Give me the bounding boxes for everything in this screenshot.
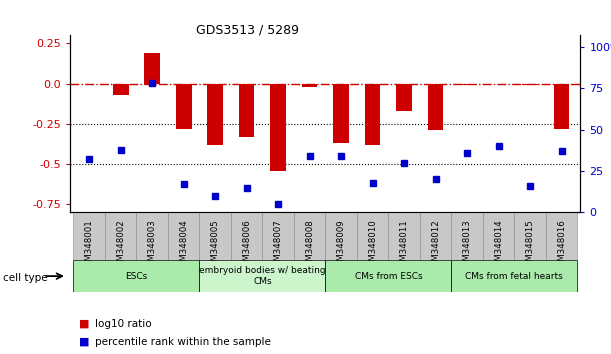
- Bar: [522, 84, 538, 85]
- Text: ■: ■: [79, 337, 90, 347]
- FancyBboxPatch shape: [294, 212, 325, 260]
- Text: GSM348009: GSM348009: [337, 219, 346, 272]
- FancyBboxPatch shape: [389, 212, 420, 260]
- Text: GSM348010: GSM348010: [368, 219, 377, 272]
- FancyBboxPatch shape: [231, 212, 262, 260]
- FancyBboxPatch shape: [514, 212, 546, 260]
- Text: ■: ■: [79, 319, 90, 329]
- FancyBboxPatch shape: [262, 212, 294, 260]
- Text: ESCs: ESCs: [125, 272, 147, 281]
- Text: log10 ratio: log10 ratio: [95, 319, 152, 329]
- Bar: [396, 84, 412, 111]
- Text: CMs from fetal hearts: CMs from fetal hearts: [466, 272, 563, 281]
- FancyBboxPatch shape: [546, 212, 577, 260]
- Text: GSM348004: GSM348004: [179, 219, 188, 272]
- Bar: [207, 84, 223, 145]
- Text: CMs from ESCs: CMs from ESCs: [354, 272, 422, 281]
- Bar: [428, 84, 444, 130]
- Bar: [333, 84, 349, 143]
- FancyBboxPatch shape: [420, 212, 452, 260]
- Bar: [239, 84, 255, 137]
- FancyBboxPatch shape: [136, 212, 168, 260]
- Bar: [365, 84, 381, 145]
- Text: GSM348008: GSM348008: [305, 219, 314, 272]
- FancyBboxPatch shape: [452, 260, 577, 292]
- FancyBboxPatch shape: [73, 212, 105, 260]
- Text: GSM348002: GSM348002: [116, 219, 125, 272]
- Text: GSM348007: GSM348007: [274, 219, 283, 272]
- Text: GSM348015: GSM348015: [525, 219, 535, 272]
- FancyBboxPatch shape: [199, 260, 325, 292]
- Text: GSM348014: GSM348014: [494, 219, 503, 272]
- Bar: [459, 84, 475, 85]
- FancyBboxPatch shape: [105, 212, 136, 260]
- Bar: [554, 84, 569, 129]
- Text: cell type: cell type: [3, 273, 48, 283]
- FancyBboxPatch shape: [483, 212, 514, 260]
- Text: GSM348013: GSM348013: [463, 219, 472, 272]
- Text: percentile rank within the sample: percentile rank within the sample: [95, 337, 271, 347]
- FancyBboxPatch shape: [452, 212, 483, 260]
- Bar: [144, 53, 160, 84]
- FancyBboxPatch shape: [325, 212, 357, 260]
- Text: GSM348005: GSM348005: [211, 219, 219, 272]
- Bar: [113, 84, 128, 95]
- FancyBboxPatch shape: [357, 212, 389, 260]
- Text: GSM348006: GSM348006: [242, 219, 251, 272]
- Text: GSM348011: GSM348011: [400, 219, 409, 272]
- FancyBboxPatch shape: [73, 260, 199, 292]
- Bar: [302, 84, 318, 87]
- Text: embryoid bodies w/ beating
CMs: embryoid bodies w/ beating CMs: [199, 267, 326, 286]
- Text: GSM348001: GSM348001: [85, 219, 93, 272]
- Text: GDS3513 / 5289: GDS3513 / 5289: [196, 23, 299, 36]
- FancyBboxPatch shape: [168, 212, 199, 260]
- Bar: [270, 84, 286, 171]
- Bar: [176, 84, 191, 129]
- Text: GSM348016: GSM348016: [557, 219, 566, 272]
- FancyBboxPatch shape: [199, 212, 231, 260]
- Text: GSM348003: GSM348003: [148, 219, 156, 272]
- Text: GSM348012: GSM348012: [431, 219, 440, 272]
- FancyBboxPatch shape: [325, 260, 452, 292]
